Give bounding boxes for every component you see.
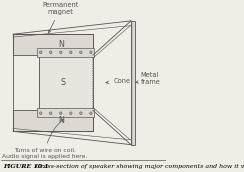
- Bar: [37, 49, 94, 57]
- Ellipse shape: [60, 112, 62, 115]
- Ellipse shape: [90, 51, 92, 54]
- Text: N: N: [58, 40, 64, 49]
- Bar: [39, 56, 92, 109]
- Text: N: N: [58, 116, 64, 125]
- Text: Metal
frame: Metal frame: [136, 72, 160, 85]
- Bar: [13, 110, 93, 131]
- Bar: [37, 109, 94, 117]
- Bar: [39, 55, 93, 110]
- Text: Permanent
magnet: Permanent magnet: [42, 2, 79, 33]
- Ellipse shape: [70, 112, 72, 115]
- Ellipse shape: [60, 51, 62, 54]
- Text: Turns of wire on coil.
Audio signal is applied here.: Turns of wire on coil. Audio signal is a…: [2, 119, 87, 159]
- Bar: [13, 34, 93, 55]
- Text: FIGURE 10.1: FIGURE 10.1: [3, 164, 49, 169]
- Ellipse shape: [80, 51, 82, 54]
- Text: Cone: Cone: [106, 78, 131, 84]
- Text: Cross-section of speaker showing major components and how it works.: Cross-section of speaker showing major c…: [36, 164, 244, 169]
- Ellipse shape: [50, 112, 52, 115]
- Ellipse shape: [80, 112, 82, 115]
- Text: S: S: [61, 78, 66, 87]
- Ellipse shape: [40, 51, 42, 54]
- Ellipse shape: [50, 51, 52, 54]
- Ellipse shape: [90, 112, 92, 115]
- Ellipse shape: [40, 112, 42, 115]
- Ellipse shape: [70, 51, 72, 54]
- Bar: [13, 34, 93, 131]
- Bar: [131, 21, 135, 145]
